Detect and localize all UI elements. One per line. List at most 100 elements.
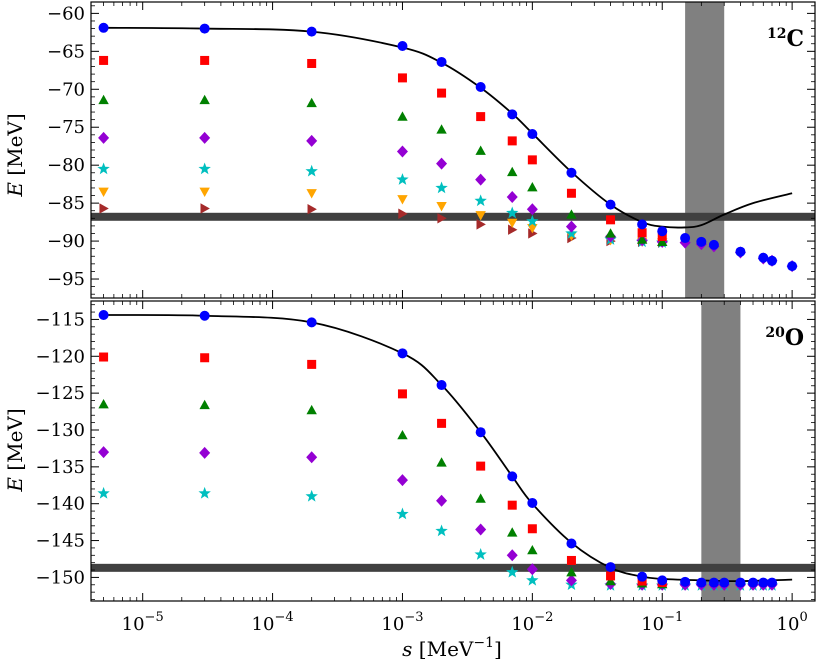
x-tick-label: 10−5: [122, 610, 164, 635]
y-tick-label: −130: [36, 420, 85, 441]
data-point-diamond: [506, 191, 518, 204]
y-tick-label: −85: [47, 193, 85, 214]
data-point-diamond: [98, 446, 110, 459]
data-point-square: [397, 73, 407, 83]
data-point-square: [476, 461, 486, 471]
data-point-triangle-down: [306, 189, 317, 199]
data-point-star: [474, 548, 487, 560]
data-point-square: [637, 228, 647, 238]
data-point-square: [476, 112, 486, 122]
reference-line: [91, 212, 815, 221]
y-tick-label: −75: [47, 117, 85, 138]
data-point-diamond: [506, 549, 518, 562]
data-point-square: [307, 359, 317, 369]
data-point-star: [435, 181, 448, 194]
data-point-circle: [397, 41, 408, 52]
data-point-triangle-up: [605, 228, 616, 238]
data-point-triangle-up: [436, 124, 447, 134]
data-point-square: [437, 88, 447, 98]
data-point-square: [566, 555, 576, 565]
data-point-triangle-up: [475, 145, 486, 155]
reference-line: [91, 563, 815, 572]
data-point-star: [526, 573, 539, 586]
data-point-circle: [708, 577, 719, 588]
data-point-square: [200, 353, 210, 363]
data-point-circle: [758, 252, 769, 263]
data-point-star: [305, 164, 318, 177]
fit-curve: [103, 26, 793, 229]
data-point-triangle-right: [508, 224, 518, 235]
data-point-star: [506, 206, 519, 219]
element-symbol: C: [786, 26, 804, 52]
data-point-triangle-right: [528, 228, 538, 239]
data-point-triangle-up: [199, 399, 210, 410]
axes-frame: [90, 300, 816, 602]
x-tick-label: 100: [777, 610, 808, 635]
data-point-triangle-up: [98, 398, 109, 409]
data-point-square: [397, 389, 407, 399]
data-point-circle: [436, 380, 447, 391]
data-point-diamond: [475, 523, 487, 536]
data-point-circle: [507, 109, 518, 120]
data-point-star: [474, 194, 487, 207]
data-point-circle: [199, 23, 210, 34]
data-point-star: [435, 524, 448, 537]
y-tick-label: −135: [36, 457, 85, 478]
data-point-circle: [767, 255, 778, 266]
data-point-triangle-right: [307, 204, 317, 215]
data-point-diamond: [565, 574, 577, 587]
data-point-diamond: [306, 451, 318, 464]
data-point-star: [565, 226, 578, 239]
x-tick-label: 10−4: [252, 610, 294, 635]
data-point-circle: [735, 246, 746, 257]
data-point-star: [97, 162, 110, 175]
data-point-triangle-up: [306, 97, 317, 108]
y-axis-title-bottom: E [MeV]: [3, 408, 27, 492]
data-point-circle: [735, 577, 746, 588]
data-point-circle: [758, 577, 769, 588]
data-point-circle: [306, 317, 317, 328]
data-point-circle: [98, 22, 109, 33]
data-point-circle: [306, 26, 317, 37]
y-tick-label: −80: [47, 155, 85, 176]
data-point-triangle-right: [398, 208, 408, 219]
data-point-circle: [98, 310, 109, 321]
data-point-star: [396, 507, 409, 520]
data-point-diamond: [199, 131, 211, 144]
data-point-circle: [696, 577, 707, 588]
data-point-star: [506, 565, 519, 578]
data-point-square: [507, 500, 517, 510]
data-point-circle: [657, 226, 668, 237]
data-point-diamond: [475, 173, 487, 186]
data-point-circle: [475, 82, 486, 93]
mass-number: 20: [765, 325, 785, 341]
data-point-circle: [475, 427, 486, 438]
data-point-triangle-up: [566, 209, 577, 219]
data-point-triangle-up: [566, 567, 577, 577]
data-point-star: [198, 162, 211, 175]
data-point-circle: [680, 233, 691, 244]
data-point-square: [527, 155, 537, 165]
data-point-triangle-up: [306, 404, 317, 415]
x-tick-label: 10−3: [381, 610, 423, 635]
data-point-circle: [657, 575, 668, 586]
panel-label-bottom: 20O: [765, 325, 804, 351]
y-tick-label: −90: [47, 231, 85, 252]
data-point-circle: [199, 310, 210, 321]
data-point-circle: [527, 129, 538, 140]
data-point-circle: [605, 199, 616, 210]
y-tick-label: −125: [36, 383, 85, 404]
data-point-diamond: [98, 131, 110, 144]
data-point-circle: [719, 577, 730, 588]
data-point-triangle-up: [397, 429, 408, 440]
data-point-triangle-down: [527, 224, 538, 234]
element-symbol: O: [785, 325, 804, 351]
data-point-star: [396, 173, 409, 185]
data-point-circle: [436, 56, 447, 67]
y-axis-title-top: E [MeV]: [3, 113, 27, 197]
data-point-square: [606, 571, 616, 581]
data-point-triangle-up: [657, 236, 668, 246]
y-tick-label: −115: [36, 309, 85, 330]
data-point-square: [307, 58, 317, 68]
